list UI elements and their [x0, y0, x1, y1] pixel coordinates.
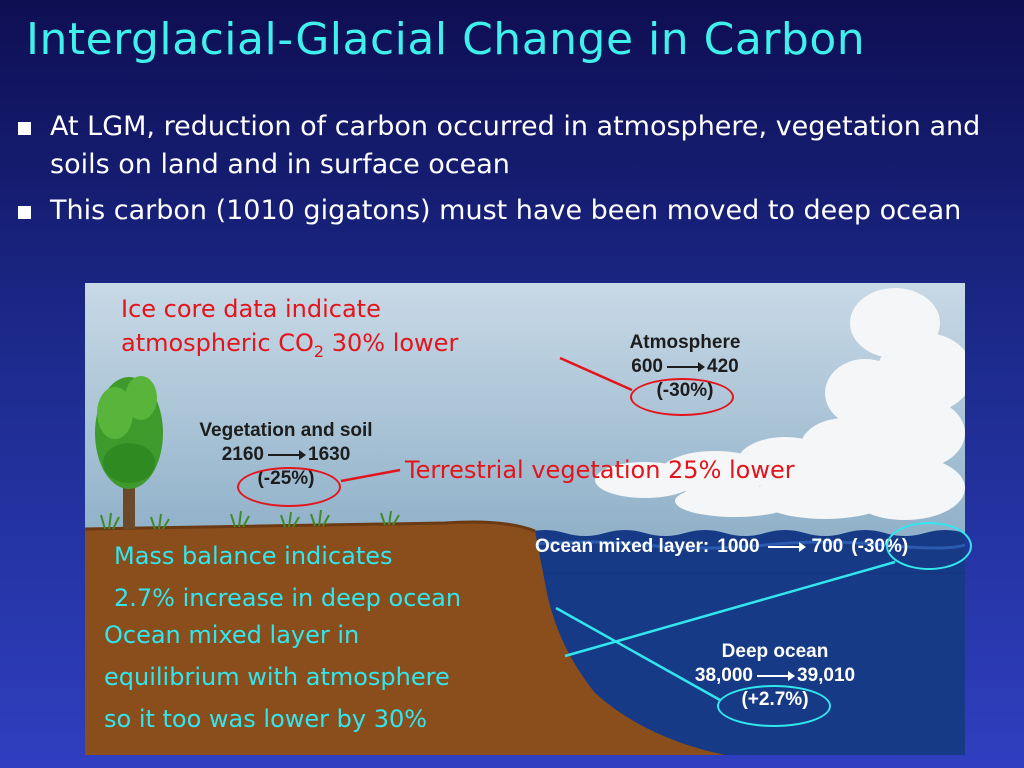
bullet-text: This carbon (1010 gigatons) must have be… — [50, 195, 962, 226]
bullet-list: At LGM, reduction of carbon occurred in … — [14, 108, 1004, 238]
tree-icon — [95, 376, 163, 529]
annotation-line: atmospheric CO2 30% lower — [121, 326, 458, 369]
reservoir-name: Ocean mixed layer: — [535, 536, 710, 557]
reservoir-to: 420 — [707, 356, 739, 377]
reservoir-to: 1630 — [308, 444, 351, 465]
reservoir-change-row: 600 420 — [605, 355, 765, 379]
annotation-line: Ice core data indicate — [121, 295, 381, 323]
reservoir-from: 1000 — [717, 536, 760, 557]
mass-balance-annotation: Mass balance indicates 2.7% increase in … — [114, 537, 461, 617]
square-bullet-icon — [18, 122, 31, 135]
annotation-text: atmospheric CO — [121, 329, 314, 357]
annotation-line: 2.7% increase in deep ocean — [114, 584, 462, 612]
atmosphere-highlight-ellipse — [630, 378, 734, 416]
annotation-line: Mass balance indicates — [114, 542, 393, 570]
square-bullet-icon — [18, 206, 31, 219]
reservoir-to: 700 — [811, 536, 844, 557]
ice-core-annotation: Ice core data indicate atmospheric CO2 3… — [121, 292, 458, 369]
annotation-text: 30% lower — [324, 329, 459, 357]
grass-icon — [100, 509, 400, 530]
vegetation-highlight-ellipse — [237, 467, 341, 507]
right-arrow-icon — [757, 671, 795, 681]
deep-ocean-highlight-ellipse — [717, 685, 831, 727]
cloud-icon — [595, 288, 965, 520]
right-arrow-icon — [767, 542, 806, 552]
reservoir-from: 2160 — [221, 444, 264, 465]
reservoir-change-row: 2160 1630 — [181, 443, 391, 467]
bullet-text: At LGM, reduction of carbon occurred in … — [50, 111, 981, 180]
bullet-item: This carbon (1010 gigatons) must have be… — [14, 192, 1004, 230]
reservoir-name: Deep ocean — [721, 641, 829, 662]
reservoir-name: Vegetation and soil — [199, 420, 373, 441]
annotation-subscript: 2 — [313, 341, 325, 361]
reservoir-name: Atmosphere — [629, 332, 741, 353]
right-arrow-icon — [667, 362, 705, 372]
mixed-layer-annotation: Ocean mixed layer in equilibrium with at… — [104, 614, 450, 740]
reservoir-from: 38,000 — [694, 665, 753, 686]
annotation-line: equilibrium with atmosphere — [104, 663, 450, 691]
terrestrial-annotation: Terrestrial vegetation 25% lower — [405, 456, 795, 484]
annotation-line: Ocean mixed layer in — [104, 621, 360, 649]
reservoir-from: 600 — [631, 356, 663, 377]
right-arrow-icon — [268, 450, 306, 460]
bullet-item: At LGM, reduction of carbon occurred in … — [14, 108, 1004, 184]
reservoir-to: 39,010 — [797, 665, 856, 686]
slide-title: Interglacial-Glacial Change in Carbon — [26, 14, 866, 65]
mixed-layer-highlight-ellipse — [886, 522, 972, 570]
annotation-line: so it too was lower by 30% — [104, 705, 428, 733]
mixed-layer-label: Ocean mixed layer: 1000 700 (-30%) — [535, 535, 908, 559]
